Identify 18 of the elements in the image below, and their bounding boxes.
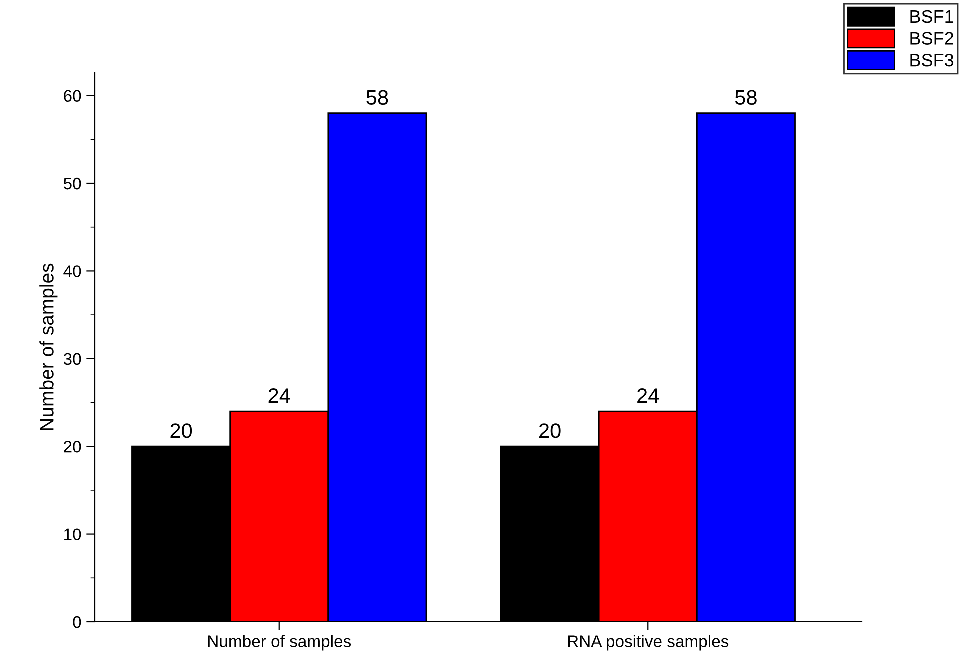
data-label: 20 [170,424,192,438]
legend-label: BSF2 [910,32,954,45]
data-label: 24 [638,388,660,404]
legend-label: BSF1 [910,10,954,24]
x-tick-label: RNA positive samples [568,635,729,651]
y-tick-label: 20 [64,441,82,453]
data-label: 20 [540,424,561,438]
y-tick-label: 0 [73,616,82,628]
data-label: 58 [735,90,757,106]
y-tick-label: 30 [64,353,82,366]
y-tick-label: 10 [64,528,82,541]
data-label: 24 [268,388,290,404]
y-tick-label: 50 [64,178,82,190]
y-tick-label: 60 [64,90,82,102]
y-tick-label: 40 [64,266,82,278]
data-label: 58 [366,90,388,106]
legend-label: BSF3 [910,54,954,67]
y-axis-title: Number of samples [40,264,58,430]
